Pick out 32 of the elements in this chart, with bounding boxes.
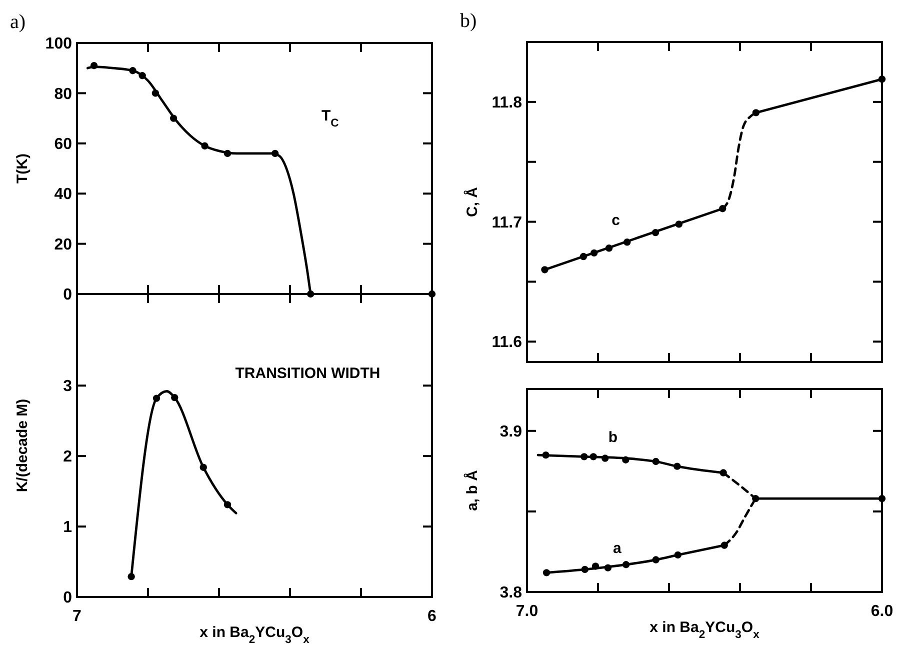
chart-title: b) [460, 10, 477, 32]
annotation: a [613, 540, 622, 558]
x-tick-label: 7.0 [516, 603, 538, 620]
y-tick-label: 100 [45, 36, 72, 53]
x-tick-label: 6 [428, 608, 437, 625]
y-tick-label: 2 [63, 448, 72, 466]
annotation: b [608, 429, 618, 446]
chart-title: a) [10, 11, 26, 33]
y-tick-label: 3.8 [500, 584, 522, 602]
y-tick-label: 40 [54, 186, 72, 204]
x-tick-label: 7 [72, 608, 82, 625]
y-tick-label: 0 [63, 286, 72, 304]
y-tick-label: 80 [54, 86, 72, 103]
annotation: T$_{C}$ [321, 107, 339, 130]
y-tick-label: 3 [63, 378, 72, 396]
annotation: c [612, 212, 620, 230]
x-axis-title: x in Ba$_{2}$YCu$_{3}$O$_{x}$ [650, 619, 760, 641]
y-axis-title: K/(decade M) [14, 398, 31, 492]
x-tick-label: 6.0 [870, 603, 894, 620]
annotation: TRANSITION WIDTH [235, 365, 380, 382]
y-tick-label: 60 [54, 136, 72, 153]
y-tick-label: 11.7 [492, 214, 522, 232]
y-axis-title: a, b Å [463, 470, 481, 511]
y-tick-label: 20 [54, 236, 72, 254]
y-axis-title: C, Å [463, 186, 481, 217]
y-tick-label: 3.9 [500, 423, 522, 440]
x-axis-title: x in Ba$_{2}$YCu$_{3}$O$_{x}$ [200, 624, 310, 646]
y-tick-label: 11.8 [492, 94, 522, 112]
y-tick-label: 1 [63, 519, 72, 536]
y-tick-label: 11.6 [492, 334, 522, 352]
y-tick-label: 0 [63, 590, 72, 607]
y-axis-title: T(K) [14, 154, 31, 184]
